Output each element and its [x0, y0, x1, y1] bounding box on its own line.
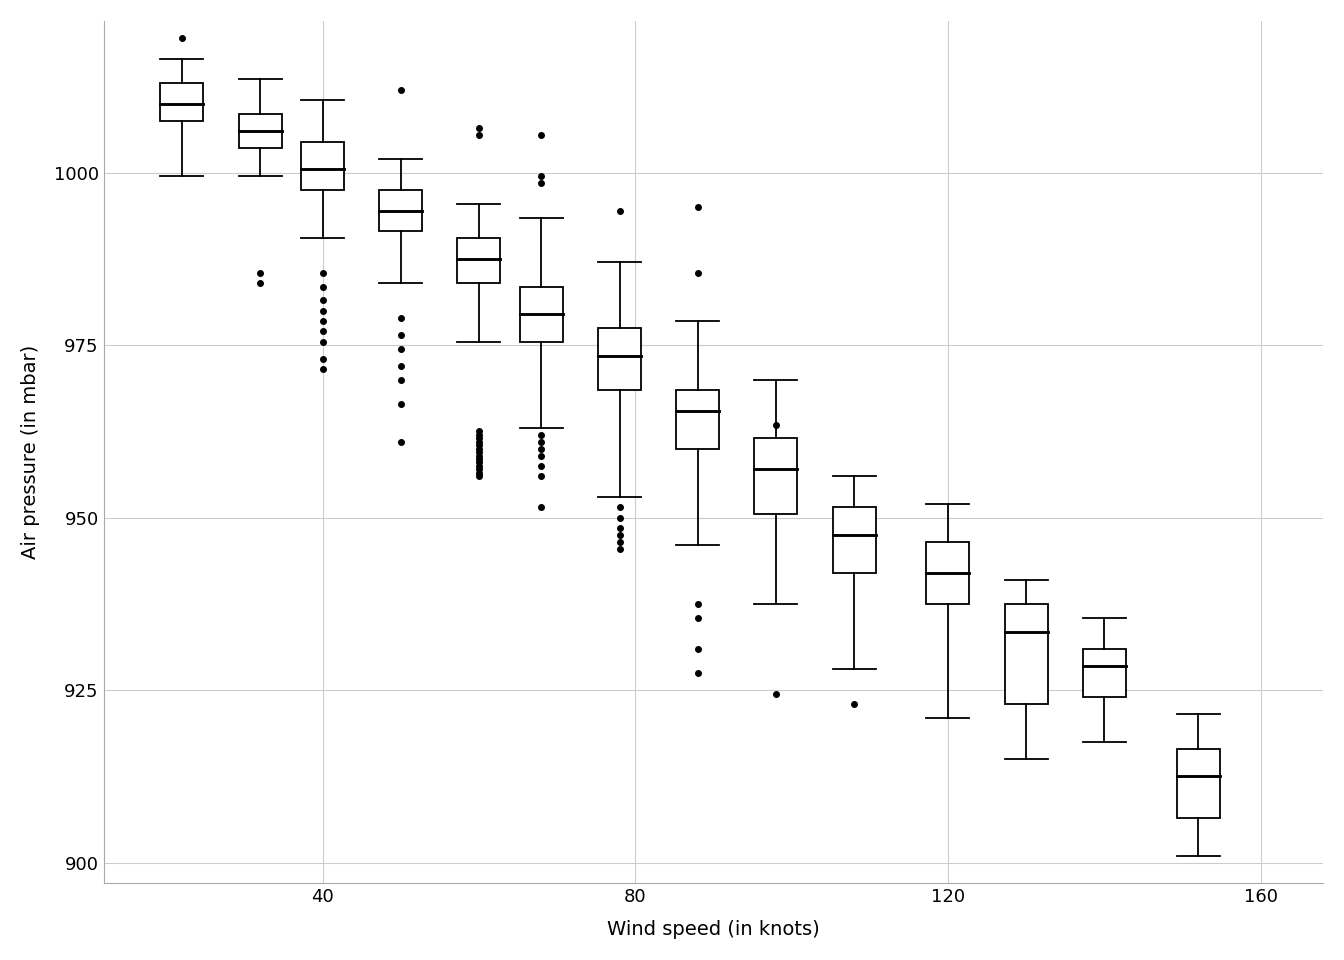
Bar: [754, 439, 797, 515]
X-axis label: Wind speed (in knots): Wind speed (in knots): [607, 921, 820, 939]
Bar: [676, 390, 719, 448]
Bar: [926, 541, 969, 604]
Bar: [301, 141, 344, 190]
Y-axis label: Air pressure (in mbar): Air pressure (in mbar): [22, 345, 40, 560]
Bar: [238, 114, 281, 149]
Bar: [1004, 604, 1047, 704]
Bar: [457, 238, 500, 283]
Bar: [833, 507, 876, 573]
Bar: [598, 328, 641, 390]
Bar: [379, 190, 422, 231]
Bar: [1083, 649, 1126, 697]
Bar: [160, 83, 203, 121]
Bar: [520, 286, 563, 342]
Bar: [1176, 749, 1219, 818]
